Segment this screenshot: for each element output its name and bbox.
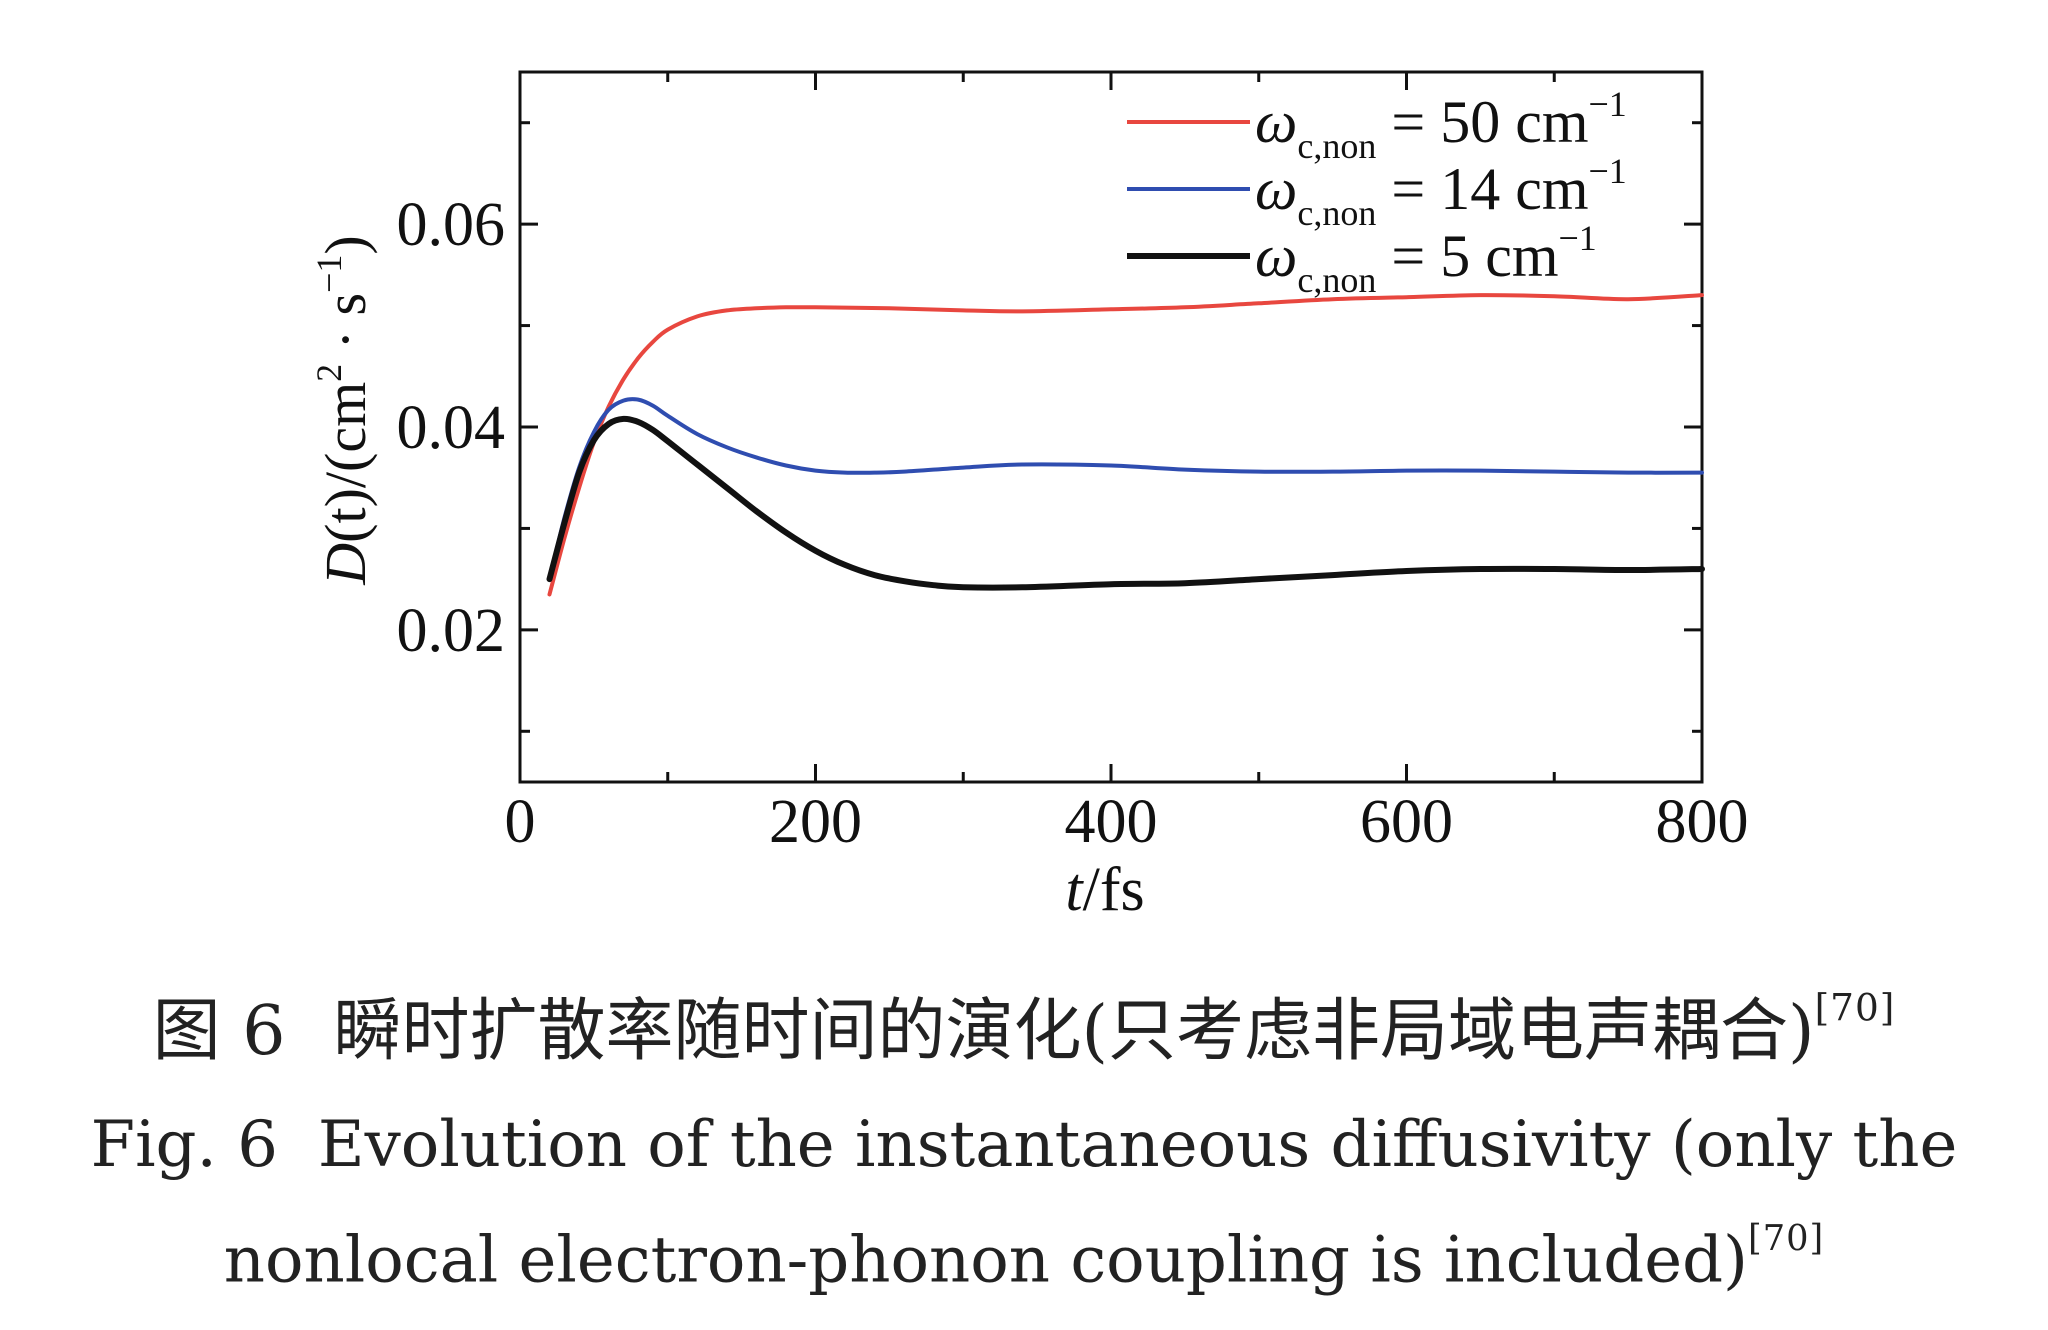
- y-tick-labels: 0.02 0.04 0.06: [397, 191, 506, 665]
- series-line-50: [547, 293, 1704, 597]
- x-tick-label: 600: [1360, 788, 1453, 856]
- y-tick-label: 0.04: [397, 394, 506, 462]
- caption-en-label: Fig. 6: [90, 1108, 278, 1182]
- x-tick-labels: 0 200 400 600 800: [505, 788, 1749, 856]
- legend-label: ωc,non = 14 cm−1: [1255, 151, 1627, 233]
- y-axis-label: D(t)/(cm2 · s−1): [309, 235, 378, 585]
- x-tick-label: 200: [769, 788, 862, 856]
- caption-zh-text: 瞬时扩散率随时间的演化(只考虑非局域电声耦合): [333, 992, 1815, 1071]
- x-tick-label: 800: [1656, 788, 1749, 856]
- caption-en-text-2: nonlocal electron-phonon coupling is inc…: [223, 1223, 1748, 1298]
- caption-english-line-2: nonlocal electron-phonon coupling is inc…: [0, 1218, 2048, 1298]
- caption-zh-ref: [70]: [1814, 985, 1896, 1030]
- chart: 0 200 400 600 800 0.02 0.04 0.06 t/fs D(t)/(cm…: [309, 70, 1749, 924]
- caption-en-text-1: Evolution of the instantaneous diffusivi…: [317, 1108, 1958, 1182]
- x-tick-label: 400: [1065, 788, 1158, 856]
- x-tick-label: 0: [505, 788, 536, 856]
- series-line-5: [546, 415, 1705, 591]
- legend-label: ωc,non = 50 cm−1: [1255, 84, 1627, 166]
- y-tick-label: 0.06: [397, 191, 506, 259]
- caption-en-ref: [70]: [1748, 1218, 1825, 1259]
- series-line-14: [547, 397, 1704, 582]
- caption-english-line-1: Fig. 6 Evolution of the instantaneous dif…: [0, 1108, 2048, 1182]
- legend: ωc,non = 50 cm−1ωc,non = 14 cm−1ωc,non =…: [1127, 84, 1627, 300]
- caption-chinese: 图 6 瞬时扩散率随时间的演化(只考虑非局域电声耦合)[70]: [0, 975, 2048, 1074]
- y-tick-label: 0.02: [397, 597, 506, 665]
- caption-zh-label: 图 6: [152, 992, 286, 1071]
- legend-label: ωc,non = 5 cm−1: [1255, 218, 1597, 300]
- axis-ticks: [518, 72, 1704, 782]
- series-lines: [546, 293, 1705, 597]
- x-axis-label: t/fs: [1065, 856, 1144, 924]
